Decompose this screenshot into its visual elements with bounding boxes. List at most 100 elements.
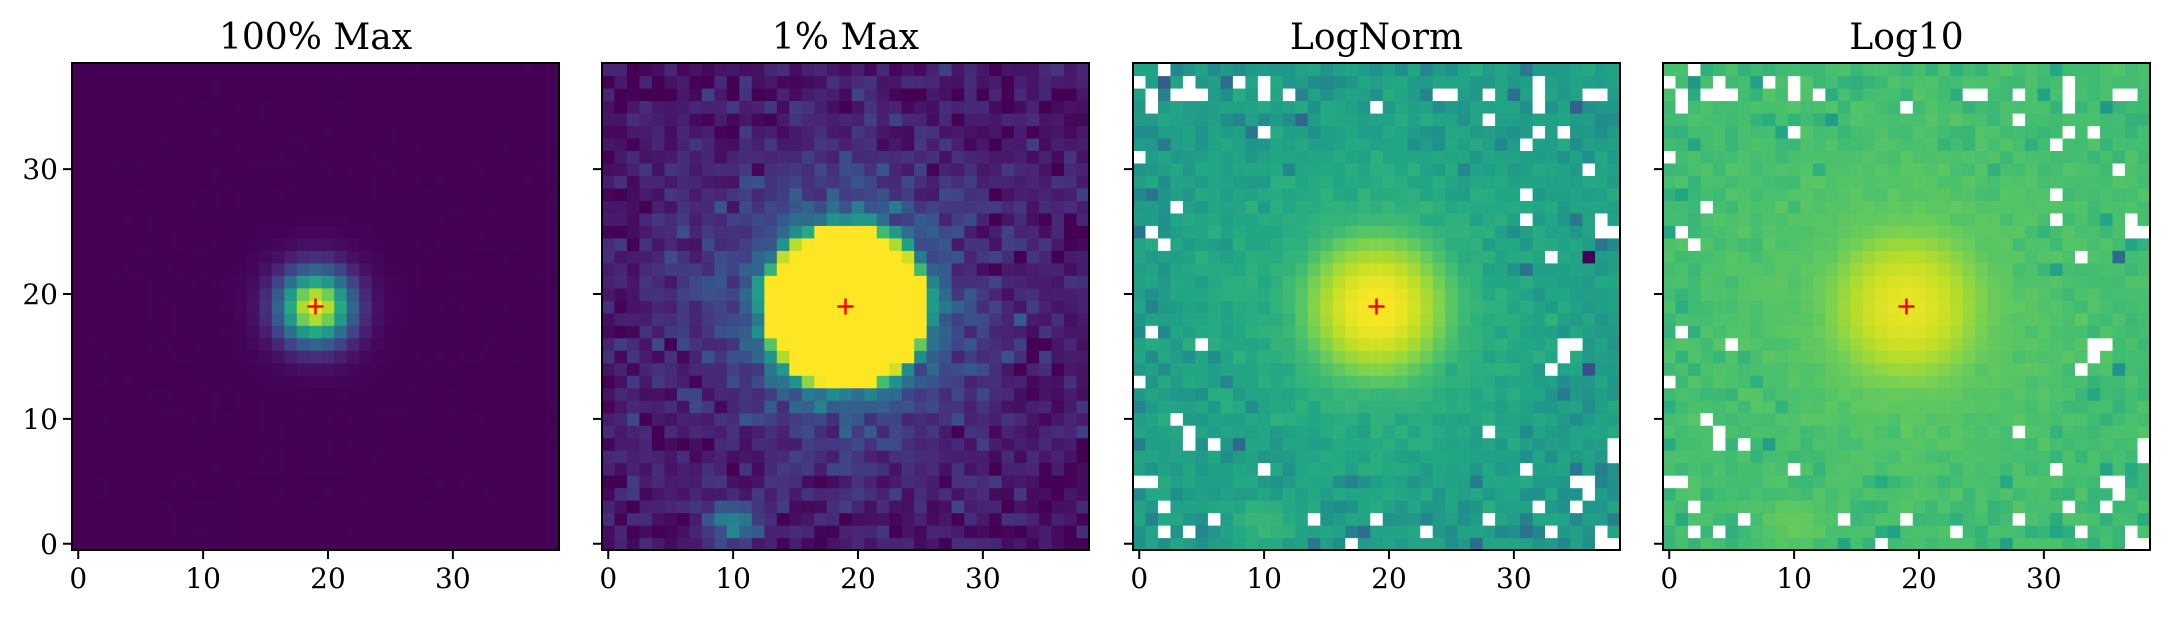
heatmap-cell xyxy=(1687,425,1702,439)
heatmap-cell xyxy=(1570,237,1584,251)
heatmap-cell xyxy=(446,412,460,426)
x-tick-label: 30 xyxy=(965,562,1001,595)
heatmap-cell xyxy=(1470,375,1484,389)
heatmap-cell xyxy=(964,112,978,127)
heatmap-cell xyxy=(1182,287,1197,301)
heatmap-cell xyxy=(1145,187,1159,201)
heatmap-cell xyxy=(1470,475,1484,489)
heatmap-cell xyxy=(1257,300,1271,314)
heatmap-cell xyxy=(664,375,678,389)
heatmap-cell xyxy=(851,187,865,201)
heatmap-cell xyxy=(121,250,136,264)
heatmap-cell xyxy=(171,125,185,139)
heatmap-cell xyxy=(371,300,385,314)
heatmap-cell xyxy=(1282,450,1296,464)
heatmap-cell xyxy=(221,537,235,551)
heatmap-cell xyxy=(689,437,703,451)
heatmap-cell xyxy=(1432,300,1446,314)
heatmap-cell xyxy=(1420,275,1434,289)
heatmap-cell xyxy=(1520,187,1534,201)
heatmap-cell xyxy=(839,387,853,401)
heatmap-cell xyxy=(989,450,1003,464)
heatmap-cell xyxy=(459,225,473,239)
heatmap-cell xyxy=(951,312,965,326)
heatmap-cell xyxy=(639,375,653,389)
heatmap-cell xyxy=(134,525,148,539)
heatmap-cell xyxy=(1582,412,1596,426)
heatmap-cell xyxy=(889,537,903,551)
heatmap-cell xyxy=(359,462,373,476)
heatmap-cell xyxy=(1133,250,1147,264)
heatmap-cell xyxy=(1282,200,1296,214)
heatmap-cell xyxy=(1001,350,1015,364)
heatmap-cell xyxy=(602,250,616,264)
heatmap-cell xyxy=(626,137,641,152)
heatmap-cell xyxy=(1482,250,1496,264)
heatmap-cell xyxy=(1850,437,1864,451)
heatmap-cell xyxy=(1675,512,1689,526)
heatmap-cell xyxy=(146,362,161,376)
heatmap-cell xyxy=(1026,387,1040,401)
heatmap-cell xyxy=(321,250,335,264)
heatmap-cell xyxy=(1295,75,1309,89)
heatmap-cell xyxy=(221,75,235,89)
heatmap-cell xyxy=(989,525,1003,539)
heatmap-cell xyxy=(676,412,691,426)
heatmap-cell xyxy=(1064,412,1078,426)
heatmap-cell xyxy=(259,200,273,214)
heatmap-cell xyxy=(384,187,398,201)
heatmap-cell xyxy=(1295,187,1309,201)
heatmap-cell xyxy=(209,462,223,476)
heatmap-cell xyxy=(2125,500,2139,514)
heatmap-cell xyxy=(1295,350,1309,364)
heatmap-cell xyxy=(1762,537,1776,551)
heatmap-cell xyxy=(1457,150,1471,164)
heatmap-cell xyxy=(1382,387,1396,401)
heatmap-cell xyxy=(246,387,260,401)
heatmap-cell xyxy=(864,275,878,289)
heatmap-cell xyxy=(664,450,678,464)
heatmap-cell xyxy=(1064,175,1078,189)
heatmap-cell xyxy=(864,225,878,239)
heatmap-cell xyxy=(384,450,398,464)
heatmap-cell xyxy=(146,175,161,189)
heatmap-cell xyxy=(701,100,715,114)
heatmap-cell xyxy=(509,387,523,401)
heatmap-cell xyxy=(1507,300,1521,314)
heatmap-cell xyxy=(459,63,473,77)
heatmap-cell xyxy=(1026,450,1040,464)
heatmap-cell xyxy=(1357,87,1371,102)
heatmap-cell xyxy=(1570,312,1584,326)
heatmap-cell xyxy=(876,312,890,326)
heatmap-cell xyxy=(1345,375,1359,389)
heatmap-cell xyxy=(1787,475,1801,489)
heatmap-cell xyxy=(84,337,98,351)
heatmap-cell xyxy=(614,237,628,251)
heatmap-cell xyxy=(1570,150,1584,164)
heatmap-cell xyxy=(1395,262,1409,276)
heatmap-cell xyxy=(1039,150,1053,164)
heatmap-cell xyxy=(1014,175,1028,189)
heatmap-cell xyxy=(209,525,223,539)
heatmap-cell xyxy=(1445,487,1459,501)
heatmap-cell xyxy=(939,350,953,364)
heatmap-cell xyxy=(196,262,210,276)
heatmap-cell xyxy=(614,500,628,514)
heatmap-cell xyxy=(534,87,548,102)
heatmap-cell xyxy=(171,175,185,189)
heatmap-cell xyxy=(1332,100,1346,114)
heatmap-cell xyxy=(1445,537,1459,551)
heatmap-cell xyxy=(676,237,691,251)
heatmap-cell xyxy=(1457,300,1471,314)
heatmap-cell xyxy=(459,275,473,289)
heatmap-cell xyxy=(1245,525,1259,539)
x-tick-label: 30 xyxy=(1496,562,1532,595)
heatmap-cell xyxy=(1800,525,1814,539)
heatmap-cell xyxy=(989,487,1003,501)
heatmap-cell xyxy=(1295,512,1309,526)
heatmap-cell xyxy=(471,100,485,114)
heatmap-cell xyxy=(1382,63,1396,77)
heatmap-cell xyxy=(989,87,1003,102)
heatmap-cell xyxy=(496,162,510,176)
heatmap-cell xyxy=(1145,262,1159,276)
